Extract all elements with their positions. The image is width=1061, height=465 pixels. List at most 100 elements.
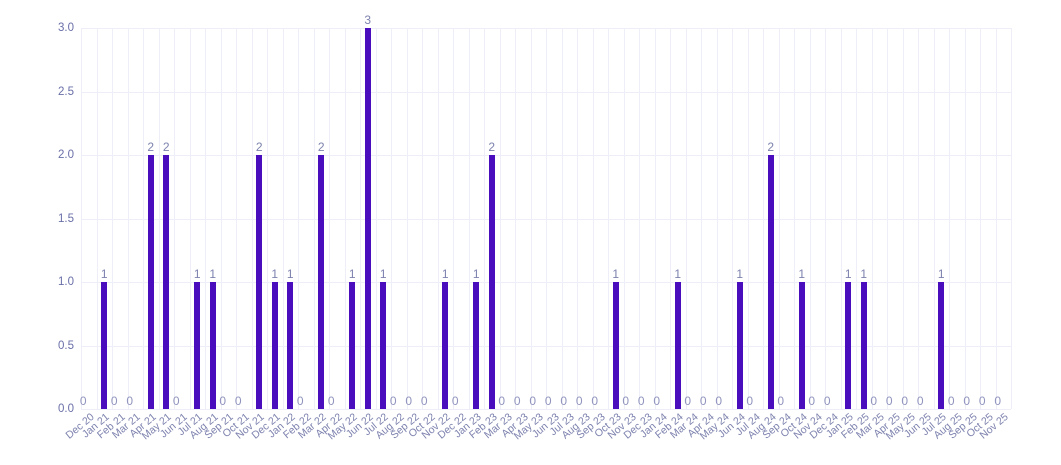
gridline-horizontal	[81, 155, 1011, 156]
bar-value-label: 0	[994, 394, 1002, 408]
bar-value-label: 0	[513, 394, 521, 408]
bar-value-label: 1	[472, 267, 480, 281]
gridline-vertical	[1011, 28, 1012, 409]
bar[interactable]	[488, 155, 495, 409]
bar[interactable]	[271, 282, 278, 409]
gridline-horizontal	[81, 345, 1011, 347]
bar-value-label: 1	[844, 267, 852, 281]
bar-value-label: 0	[575, 394, 583, 408]
y-axis-tick-label: 3.0	[58, 22, 74, 34]
bar-value-label: 0	[327, 394, 335, 408]
bar-value-label: 0	[978, 394, 986, 408]
bar-value-label: 0	[715, 394, 723, 408]
bar[interactable]	[938, 282, 945, 409]
bar-value-label: 0	[916, 394, 924, 408]
bar-value-label: 1	[379, 267, 387, 281]
y-axis-tick-label: 2.5	[58, 85, 74, 98]
bar[interactable]	[147, 155, 154, 409]
bar-value-label: 0	[560, 394, 568, 408]
bar-value-label: 0	[591, 394, 599, 408]
bar[interactable]	[860, 282, 867, 409]
bar-value-label: 0	[901, 394, 909, 408]
bar-value-label: 0	[296, 394, 304, 408]
y-axis-tick-label: 1.5	[58, 212, 74, 225]
y-axis-tick-label: 0.0	[58, 403, 74, 415]
bar-value-label: 1	[193, 267, 201, 281]
bar-value-label: 1	[209, 267, 217, 281]
bar[interactable]	[209, 282, 216, 409]
bar[interactable]	[101, 282, 108, 409]
bar-value-label: 0	[870, 394, 878, 408]
bar[interactable]	[442, 282, 449, 409]
y-axis-tick-label: 1.0	[58, 276, 74, 288]
bar-value-label: 0	[823, 394, 831, 408]
bar[interactable]	[256, 155, 263, 409]
bar-value-label: 2	[162, 140, 170, 154]
bar-value-label: 0	[405, 394, 413, 408]
bar-value-label: 0	[808, 394, 816, 408]
bar[interactable]	[767, 155, 774, 409]
bar-value-label: 1	[612, 267, 620, 281]
bar-value-label: 0	[420, 394, 428, 408]
bar-value-label: 2	[147, 140, 155, 154]
bar-value-label: 0	[389, 394, 397, 408]
bar-value-label: 1	[348, 267, 356, 281]
gridline-horizontal	[81, 218, 1011, 220]
bar[interactable]	[364, 28, 371, 409]
bar-value-label: 0	[963, 394, 971, 408]
bar-value-label: 0	[637, 394, 645, 408]
bar-value-label: 2	[317, 140, 325, 154]
gridline-horizontal	[81, 282, 1011, 283]
bar-value-label: 2	[488, 140, 496, 154]
bar-value-label: 0	[529, 394, 537, 408]
bar-value-label: 0	[219, 394, 227, 408]
bar-value-label: 1	[736, 267, 744, 281]
bar[interactable]	[674, 282, 681, 409]
bar-value-label: 1	[860, 267, 868, 281]
gridline-horizontal	[81, 91, 1011, 93]
x-axis: Dec 20 Jan 21 Feb 21 Mar 21 Apr 21 May 21 Jun …	[63, 409, 1011, 465]
bar[interactable]	[194, 282, 201, 409]
bar[interactable]	[845, 282, 852, 409]
bar-value-label: 0	[653, 394, 661, 408]
bar[interactable]	[163, 155, 170, 409]
bar-value-label: 0	[885, 394, 893, 408]
bar[interactable]	[798, 282, 805, 409]
bar-value-label: 0	[126, 394, 134, 408]
bar-value-label: 1	[798, 267, 806, 281]
bar-value-label: 0	[699, 394, 707, 408]
bar-value-label: 0	[684, 394, 692, 408]
bar-value-label: 1	[441, 267, 449, 281]
bar-value-label: 1	[937, 267, 945, 281]
bar-value-label: 0	[79, 394, 87, 408]
bar-value-label: 0	[110, 394, 118, 408]
bar-value-label: 0	[947, 394, 955, 408]
bar[interactable]	[736, 282, 743, 409]
axis-baseline	[81, 409, 1011, 410]
bar-value-label: 2	[767, 140, 775, 154]
bar[interactable]	[349, 282, 356, 409]
y-axis-tick-label: 0.5	[58, 339, 74, 352]
bar[interactable]	[318, 155, 325, 409]
gridline-horizontal	[81, 28, 1011, 29]
bar-value-label: 0	[622, 394, 630, 408]
bar[interactable]	[287, 282, 294, 409]
bar-value-label: 2	[255, 140, 263, 154]
bar[interactable]	[380, 282, 387, 409]
bar-value-label: 0	[544, 394, 552, 408]
y-axis: 0.0 0.5 1.0 1.5 2.0 2.5 3.0	[0, 22, 74, 415]
bar-value-label: 0	[498, 394, 506, 408]
bar-value-label: 1	[100, 267, 108, 281]
bar-value-label: 1	[674, 267, 682, 281]
bar-value-label: 3	[364, 13, 372, 27]
bar[interactable]	[473, 282, 480, 409]
bar-value-label: 0	[777, 394, 785, 408]
bar-value-label: 0	[172, 394, 180, 408]
bar[interactable]	[612, 282, 619, 409]
bar-value-label: 0	[234, 394, 242, 408]
y-axis-tick-label: 2.0	[58, 149, 74, 161]
bar-value-label: 0	[746, 394, 754, 408]
bar-value-label: 1	[286, 267, 294, 281]
